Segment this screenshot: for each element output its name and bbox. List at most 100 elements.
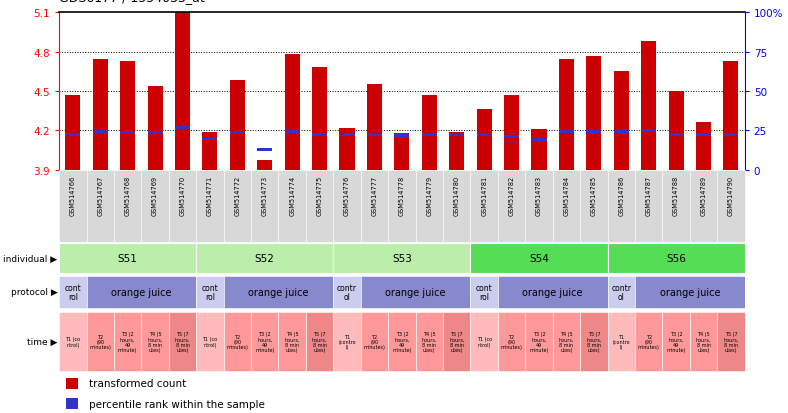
Text: cont
rol: cont rol bbox=[476, 283, 492, 301]
Bar bbox=[608, 276, 635, 309]
Text: S51: S51 bbox=[117, 254, 138, 263]
Bar bbox=[415, 312, 443, 371]
Bar bbox=[93, 60, 108, 170]
Bar bbox=[388, 312, 415, 371]
Text: GSM514775: GSM514775 bbox=[317, 175, 322, 215]
Text: S52: S52 bbox=[255, 254, 275, 263]
Bar bbox=[498, 170, 526, 242]
Bar bbox=[367, 133, 382, 136]
Bar bbox=[87, 312, 114, 371]
Text: GSM514769: GSM514769 bbox=[152, 175, 158, 215]
Text: T1
(contro
l): T1 (contro l) bbox=[612, 334, 630, 350]
Text: T3 (2
hours,
49
minute): T3 (2 hours, 49 minute) bbox=[667, 331, 686, 352]
Bar bbox=[340, 128, 355, 170]
Bar bbox=[388, 170, 415, 242]
Bar bbox=[306, 170, 333, 242]
Text: T5 (7
hours,
8 min
utes): T5 (7 hours, 8 min utes) bbox=[723, 331, 738, 352]
Text: GSM514774: GSM514774 bbox=[289, 175, 296, 215]
Text: orange juice: orange juice bbox=[385, 287, 446, 297]
Text: T4 (5
hours,
8 min
utes): T4 (5 hours, 8 min utes) bbox=[559, 331, 574, 352]
Bar bbox=[690, 312, 717, 371]
Bar bbox=[723, 133, 738, 136]
Bar bbox=[608, 170, 635, 242]
Text: GSM514766: GSM514766 bbox=[70, 175, 76, 215]
Bar bbox=[498, 276, 608, 309]
Bar bbox=[668, 133, 684, 136]
Text: GSM514780: GSM514780 bbox=[454, 175, 459, 215]
Bar bbox=[559, 131, 574, 134]
Bar bbox=[663, 312, 690, 371]
Bar bbox=[257, 149, 273, 152]
Text: GSM514776: GSM514776 bbox=[344, 175, 350, 215]
Bar bbox=[169, 312, 196, 371]
Bar bbox=[59, 276, 87, 309]
Bar bbox=[87, 276, 196, 309]
Bar bbox=[723, 62, 738, 170]
Bar bbox=[278, 312, 306, 371]
Bar bbox=[196, 312, 224, 371]
Bar bbox=[614, 72, 629, 170]
Bar bbox=[526, 312, 552, 371]
Bar bbox=[443, 312, 470, 371]
Bar bbox=[203, 132, 217, 170]
Text: T5 (7
hours,
8 min
utes): T5 (7 hours, 8 min utes) bbox=[586, 331, 601, 352]
Text: T2
(90
minutes): T2 (90 minutes) bbox=[89, 334, 111, 350]
Text: T3 (2
hours,
49
minute): T3 (2 hours, 49 minute) bbox=[118, 331, 137, 352]
Text: S53: S53 bbox=[392, 254, 412, 263]
Bar bbox=[65, 133, 80, 136]
Bar bbox=[608, 312, 635, 371]
Text: GSM514783: GSM514783 bbox=[536, 175, 542, 215]
Text: orange juice: orange juice bbox=[111, 287, 172, 297]
Bar bbox=[477, 133, 492, 136]
Bar bbox=[284, 55, 299, 170]
Bar bbox=[635, 312, 663, 371]
Text: GSM514767: GSM514767 bbox=[97, 175, 103, 215]
Text: S56: S56 bbox=[666, 254, 686, 263]
Bar bbox=[66, 377, 78, 389]
Text: GSM514786: GSM514786 bbox=[619, 175, 624, 215]
Text: T1 (co
ntrol): T1 (co ntrol) bbox=[65, 337, 80, 347]
Bar bbox=[696, 133, 711, 136]
Bar bbox=[552, 312, 580, 371]
Bar bbox=[251, 170, 278, 242]
Bar bbox=[422, 95, 437, 170]
Bar bbox=[141, 170, 169, 242]
Text: T1 (co
ntrol): T1 (co ntrol) bbox=[477, 337, 492, 347]
Text: GSM514788: GSM514788 bbox=[673, 175, 679, 215]
Text: percentile rank within the sample: percentile rank within the sample bbox=[88, 399, 265, 408]
Bar bbox=[120, 62, 136, 170]
Text: GSM514778: GSM514778 bbox=[399, 175, 405, 215]
Text: orange juice: orange juice bbox=[522, 287, 583, 297]
Bar bbox=[531, 130, 547, 170]
Bar bbox=[203, 138, 217, 140]
Text: T1 (co
ntrol): T1 (co ntrol) bbox=[203, 337, 217, 347]
Text: GSM514785: GSM514785 bbox=[591, 175, 597, 215]
Bar bbox=[340, 133, 355, 136]
Bar bbox=[394, 135, 410, 138]
Text: T4 (5
hours,
8 min
utes): T4 (5 hours, 8 min utes) bbox=[422, 331, 437, 352]
Text: cont
rol: cont rol bbox=[202, 283, 218, 301]
Bar bbox=[169, 170, 196, 242]
Text: T1
(contro
l): T1 (contro l) bbox=[338, 334, 356, 350]
Text: T2
(90
minutes): T2 (90 minutes) bbox=[500, 334, 522, 350]
Text: GSM514782: GSM514782 bbox=[508, 175, 515, 215]
Bar bbox=[690, 170, 717, 242]
Bar bbox=[394, 133, 410, 170]
Bar bbox=[608, 244, 745, 273]
Bar bbox=[114, 312, 141, 371]
Text: T3 (2
hours,
49
minute): T3 (2 hours, 49 minute) bbox=[255, 331, 274, 352]
Bar bbox=[526, 170, 552, 242]
Bar bbox=[333, 312, 361, 371]
Bar bbox=[230, 132, 245, 135]
Bar bbox=[333, 170, 361, 242]
Text: GSM514790: GSM514790 bbox=[728, 175, 734, 215]
Bar bbox=[59, 170, 87, 242]
Bar bbox=[443, 170, 470, 242]
Text: time ▶: time ▶ bbox=[27, 337, 58, 346]
Text: T4 (5
hours,
8 min
utes): T4 (5 hours, 8 min utes) bbox=[696, 331, 712, 352]
Text: T4 (5
hours,
8 min
utes): T4 (5 hours, 8 min utes) bbox=[147, 331, 163, 352]
Bar bbox=[196, 170, 224, 242]
Bar bbox=[278, 170, 306, 242]
Text: T2
(90
minutes): T2 (90 minutes) bbox=[363, 334, 385, 350]
Bar bbox=[477, 110, 492, 170]
